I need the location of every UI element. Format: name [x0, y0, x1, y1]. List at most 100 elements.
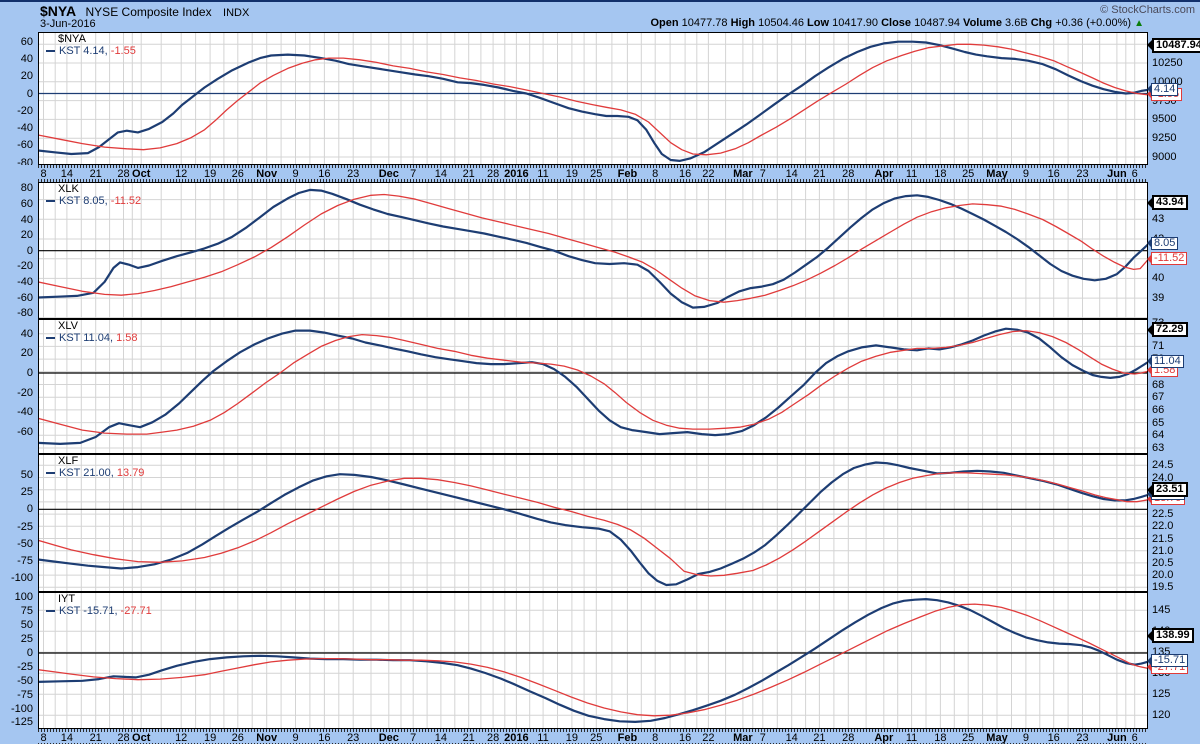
- date-tick-label: 9: [292, 732, 299, 744]
- date-tick-label: 2016: [504, 732, 529, 744]
- panel-NYA: $NYA KST 4.14, -1.55 60 40 20 0 -20 -40 -60 -80 10…: [17, 32, 1200, 169]
- kst-line: [38, 597, 1148, 723]
- stockcharts-credit-link[interactable]: © StockCharts.com: [1100, 4, 1195, 16]
- date-tick-label: 19: [565, 168, 579, 180]
- kst-value-tag: 4.14: [1147, 82, 1179, 96]
- kst-line: [38, 327, 1148, 446]
- date-tick-label: 25: [962, 732, 975, 744]
- signal-line: [38, 329, 1148, 435]
- kst-axis-label: 60: [20, 35, 33, 48]
- date-tick-label: Dec: [378, 732, 399, 744]
- date-tick-label: 16: [318, 732, 331, 744]
- chart-name: NYSE Composite Index: [85, 5, 212, 19]
- tick-marks-row: [38, 179, 1148, 182]
- legend-kst-value: KST 21.00,: [59, 467, 114, 479]
- tag-arrow-icon: [1147, 655, 1152, 666]
- signal-line: [38, 603, 1148, 717]
- plot-area-NYA: [38, 32, 1148, 165]
- kst-axis-label: -50: [17, 537, 33, 550]
- date-tick-label: Nov: [256, 732, 278, 744]
- kst-axis-label: 0: [26, 244, 33, 257]
- price-axis-label: 63: [1152, 442, 1165, 454]
- date-tick-label: 26: [231, 732, 244, 744]
- date-tick-label: 28: [486, 168, 500, 180]
- price-axis-label: 24.0: [1152, 471, 1174, 484]
- date-tick-label: 11: [537, 168, 549, 180]
- kst-axis-label: 50: [20, 619, 33, 632]
- kst-line-swatch: [46, 337, 55, 340]
- legend-kst-value: KST -15.71,: [59, 605, 118, 617]
- tag-arrow-icon: [1147, 238, 1152, 249]
- date-axis: 8 14 21 28 Oct 12 19 26 Nov 9 16 23 Dec 7 14 21 28 2016 11…: [0, 165, 1200, 182]
- tag-arrow-icon: [1147, 629, 1153, 642]
- price-tag: 72.29: [1147, 322, 1188, 337]
- kst-axis-label: -40: [17, 275, 33, 288]
- legend-symbol: XLV: [58, 320, 78, 332]
- kst-axis-label: 0: [26, 367, 33, 379]
- date-tick-label: 7: [759, 168, 766, 180]
- legend-signal-value: -1.55: [107, 45, 136, 57]
- date-tick-label: 7: [410, 168, 417, 180]
- kst-axis-label: 80: [20, 182, 33, 195]
- price-axis-label: 9500: [1152, 113, 1177, 126]
- date-tick-label: 21: [462, 168, 475, 180]
- chg-up-arrow-icon: ▲: [1134, 18, 1144, 29]
- date-tick-label: 7: [759, 732, 766, 744]
- date-tick-label: 16: [678, 168, 692, 180]
- legend-symbol: $NYA: [58, 33, 86, 45]
- date-tick-label: 22: [702, 732, 715, 744]
- panel-legend: $NYA KST 4.14, -1.55: [46, 33, 136, 57]
- legend-signal-value: -27.71: [117, 605, 152, 617]
- kst-axis-label: 50: [20, 468, 33, 481]
- tag-value: -11.52: [1151, 252, 1188, 266]
- date-tick-label: 14: [60, 168, 74, 180]
- tag-arrow-icon: [1147, 89, 1152, 99]
- date-tick-label: 19: [203, 732, 217, 744]
- date-tick-label: 23: [347, 732, 360, 744]
- legend-symbol: XLF: [58, 455, 79, 467]
- date-tick-label: 11: [905, 732, 918, 744]
- kst-axis-label: 40: [20, 52, 33, 65]
- quote-line: Open 10477.78 High 10504.46 Low 10417.90…: [650, 17, 1144, 29]
- plot-area-IYT: [38, 592, 1148, 729]
- kst-axis-label: 0: [26, 87, 33, 100]
- date-tick-label: 14: [434, 168, 448, 180]
- legend-signal-value: -11.52: [107, 195, 142, 207]
- date-tick-label: 19: [203, 168, 217, 180]
- tag-value: 72.29: [1152, 322, 1188, 337]
- open-label: Open: [650, 17, 679, 29]
- kst-line: [38, 461, 1148, 587]
- date-tick-label: 2016: [504, 168, 529, 180]
- tag-value: 23.51: [1152, 482, 1188, 497]
- tag-value: 10487.94: [1152, 37, 1200, 53]
- tag-arrow-icon: [1147, 365, 1152, 376]
- price-tag: 10487.94: [1147, 37, 1200, 53]
- panel-XLK: XLK KST 8.05, -11.52 80 60 40 20 0 -20 -40 -60 -80…: [17, 182, 1188, 319]
- date-tick-label: Mar: [733, 732, 753, 744]
- legend-kst: KST 8.05, -11.52: [46, 195, 141, 207]
- kst-axis-label: -20: [17, 104, 33, 117]
- chart-exchange: INDX: [223, 7, 250, 19]
- date-tick-label: 8: [40, 732, 47, 744]
- kst-axis-label: 0: [26, 647, 33, 659]
- tag-value: 43.94: [1152, 195, 1188, 210]
- date-tick-label: 25: [590, 732, 603, 744]
- date-tick-label: 21: [813, 732, 826, 744]
- kst-value-tag: -15.71: [1147, 654, 1189, 668]
- kst-line-swatch: [46, 472, 55, 475]
- kst-value-tag: 11.04: [1147, 354, 1184, 368]
- date-tick-label: 23: [347, 168, 360, 180]
- close-label: Close: [881, 17, 912, 29]
- price-axis-label: 120: [1152, 709, 1171, 722]
- kst-axis-label: -75: [17, 688, 33, 701]
- date-tick-label: Oct: [132, 732, 151, 744]
- date-tick-label: Mar: [733, 168, 753, 180]
- date-tick-label: 25: [590, 168, 603, 180]
- date-axis: 8 14 21 28 Oct 12 19 26 Nov 9 16 23 Dec 7 14 21 28 2016 11…: [0, 729, 1200, 744]
- date-tick-label: Apr: [874, 168, 894, 180]
- chart-header: $NYA NYSE Composite Index INDX 3-Jun-201…: [0, 2, 1200, 30]
- date-tick-label: 18: [934, 732, 947, 744]
- price-tag: 23.51: [1147, 482, 1188, 497]
- panel-legend: XLF KST 21.00, 13.79: [46, 455, 144, 479]
